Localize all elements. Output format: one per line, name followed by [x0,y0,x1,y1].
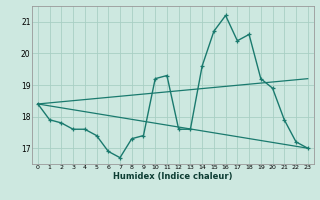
X-axis label: Humidex (Indice chaleur): Humidex (Indice chaleur) [113,172,233,181]
